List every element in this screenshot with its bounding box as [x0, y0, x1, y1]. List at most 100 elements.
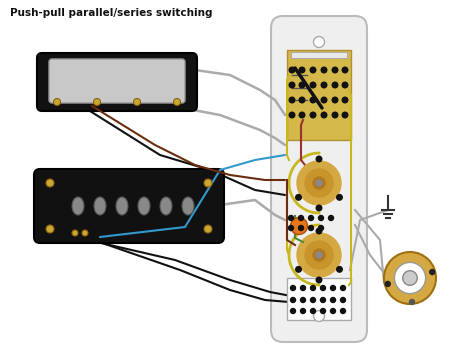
- Circle shape: [289, 97, 295, 103]
- Circle shape: [310, 112, 316, 118]
- Circle shape: [340, 285, 346, 290]
- Ellipse shape: [72, 197, 84, 215]
- Circle shape: [394, 262, 426, 294]
- Circle shape: [319, 215, 323, 220]
- Circle shape: [310, 82, 316, 88]
- Circle shape: [310, 308, 316, 313]
- Circle shape: [321, 67, 327, 73]
- Circle shape: [337, 267, 342, 272]
- Circle shape: [319, 225, 323, 230]
- Circle shape: [301, 297, 306, 302]
- Circle shape: [316, 252, 322, 258]
- Circle shape: [46, 179, 54, 187]
- FancyBboxPatch shape: [287, 50, 351, 140]
- FancyBboxPatch shape: [49, 59, 185, 103]
- Circle shape: [330, 297, 336, 302]
- Circle shape: [321, 82, 327, 88]
- Circle shape: [289, 215, 293, 220]
- Circle shape: [320, 285, 326, 290]
- Circle shape: [310, 67, 316, 73]
- Circle shape: [305, 169, 333, 197]
- Circle shape: [310, 285, 316, 290]
- Circle shape: [316, 205, 322, 211]
- Ellipse shape: [138, 197, 150, 215]
- Circle shape: [342, 82, 348, 88]
- Circle shape: [332, 112, 338, 118]
- Circle shape: [299, 82, 305, 88]
- Circle shape: [332, 67, 338, 73]
- Circle shape: [299, 215, 303, 220]
- Circle shape: [291, 218, 308, 235]
- Circle shape: [82, 230, 88, 236]
- Circle shape: [289, 82, 295, 88]
- FancyBboxPatch shape: [287, 278, 351, 320]
- Circle shape: [385, 282, 390, 286]
- Circle shape: [340, 297, 346, 302]
- Circle shape: [313, 37, 325, 48]
- Circle shape: [316, 277, 322, 283]
- Circle shape: [310, 97, 316, 103]
- Ellipse shape: [94, 197, 106, 215]
- Circle shape: [173, 98, 181, 105]
- Circle shape: [328, 215, 334, 220]
- Circle shape: [301, 308, 306, 313]
- Circle shape: [309, 225, 313, 230]
- Circle shape: [299, 225, 303, 230]
- Circle shape: [330, 285, 336, 290]
- Circle shape: [384, 252, 436, 304]
- Circle shape: [330, 308, 336, 313]
- Circle shape: [337, 195, 342, 200]
- Circle shape: [54, 98, 61, 105]
- Circle shape: [296, 195, 301, 200]
- Circle shape: [313, 311, 325, 322]
- Circle shape: [289, 225, 293, 230]
- Bar: [291, 52, 347, 58]
- Circle shape: [93, 98, 100, 105]
- Circle shape: [309, 215, 313, 220]
- Circle shape: [316, 180, 322, 186]
- FancyBboxPatch shape: [34, 169, 224, 243]
- Circle shape: [430, 269, 435, 274]
- FancyBboxPatch shape: [37, 53, 197, 111]
- Circle shape: [313, 177, 325, 189]
- Circle shape: [321, 97, 327, 103]
- Circle shape: [291, 308, 295, 313]
- Circle shape: [316, 156, 322, 162]
- Circle shape: [320, 308, 326, 313]
- Circle shape: [299, 112, 305, 118]
- Circle shape: [297, 233, 341, 277]
- Circle shape: [313, 249, 325, 261]
- Circle shape: [342, 67, 348, 73]
- Circle shape: [301, 285, 306, 290]
- Circle shape: [134, 98, 140, 105]
- Circle shape: [46, 225, 54, 233]
- Circle shape: [297, 161, 341, 205]
- Circle shape: [289, 112, 295, 118]
- Circle shape: [299, 97, 305, 103]
- Circle shape: [296, 267, 301, 272]
- Circle shape: [332, 82, 338, 88]
- Circle shape: [204, 179, 212, 187]
- Circle shape: [299, 67, 305, 73]
- Circle shape: [332, 97, 338, 103]
- Circle shape: [72, 230, 78, 236]
- Ellipse shape: [160, 197, 172, 215]
- Circle shape: [316, 228, 322, 234]
- Circle shape: [342, 112, 348, 118]
- Circle shape: [291, 297, 295, 302]
- Ellipse shape: [116, 197, 128, 215]
- FancyBboxPatch shape: [271, 16, 367, 342]
- Circle shape: [305, 241, 333, 269]
- Circle shape: [403, 271, 417, 285]
- Circle shape: [291, 285, 295, 290]
- Circle shape: [321, 112, 327, 118]
- Circle shape: [204, 225, 212, 233]
- Circle shape: [410, 300, 414, 305]
- Circle shape: [320, 297, 326, 302]
- Text: Push-pull parallel/series switching: Push-pull parallel/series switching: [10, 8, 212, 18]
- Circle shape: [289, 67, 295, 73]
- Ellipse shape: [182, 197, 194, 215]
- Circle shape: [342, 97, 348, 103]
- Circle shape: [340, 308, 346, 313]
- Circle shape: [310, 297, 316, 302]
